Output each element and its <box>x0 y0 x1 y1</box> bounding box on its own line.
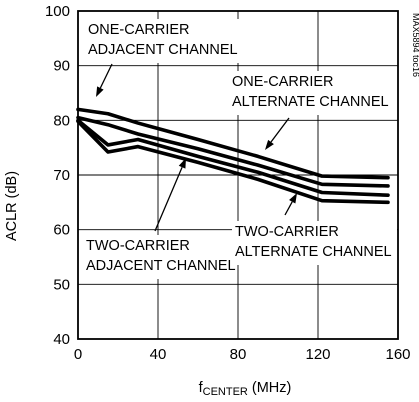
y-tick-label: 90 <box>53 58 70 75</box>
annotation-text: ONE-CARRIER <box>232 74 334 90</box>
annotation-arrow-head <box>178 158 186 169</box>
annotation-background <box>229 71 379 115</box>
y-tick-label: 50 <box>53 276 70 293</box>
annotation-text: ADJACENT CHANNEL <box>88 42 238 58</box>
series-group <box>76 107 390 205</box>
series-line-4 <box>76 119 390 205</box>
x-tick-label: 40 <box>150 346 167 363</box>
x-axis-title: fCENTER (MHz) <box>199 380 292 398</box>
series-annotation-3: TWO-CARRIER ADJACENT CHANNEL <box>83 158 236 279</box>
annotation-arrow-head <box>96 86 104 97</box>
annotations: ONE-CARRIER ADJACENT CHANNEL ONE-CARRIER AL… <box>83 19 397 279</box>
annotation-arrow-line <box>284 201 293 216</box>
y-tick-label: 40 <box>53 331 70 348</box>
x-tick-label: 120 <box>305 346 330 363</box>
y-tick-label: 60 <box>53 222 70 239</box>
series-line-2 <box>76 115 390 188</box>
series-annotation-1: ONE-CARRIER ADJACENT CHANNEL <box>85 19 243 97</box>
annotation-arrow-line <box>99 63 113 89</box>
annotation-arrow-line <box>270 117 290 143</box>
annotation-text: ALTERNATE CHANNEL <box>232 94 389 110</box>
annotation-text: ONE-CARRIER <box>88 22 190 38</box>
annotation-arrow-head <box>289 193 297 204</box>
annotation-background <box>232 221 397 265</box>
annotation-arrow-line <box>154 166 183 232</box>
x-axis-title-unit: (MHz) <box>248 380 292 396</box>
figure-id: MAX5894 toc16 <box>411 13 419 77</box>
plot-frame <box>77 10 399 340</box>
annotation-text: TWO-CARRIER <box>86 238 190 254</box>
series-annotation-2: ONE-CARRIER ALTERNATE CHANNEL <box>229 71 389 150</box>
annotation-background <box>83 235 235 279</box>
y-tick-label: 80 <box>53 112 70 129</box>
series-line-1 <box>76 107 390 180</box>
annotation-arrow-head <box>265 139 274 150</box>
annotation-text: ADJACENT CHANNEL <box>86 258 236 274</box>
y-axis-title: ACLR (dB) <box>4 171 20 241</box>
annotation-background <box>85 19 243 63</box>
x-axis-title-base: f <box>199 380 204 396</box>
y-tick-label: 70 <box>53 167 70 184</box>
x-axis-title-subscript: CENTER <box>203 386 248 398</box>
annotation-text: TWO-CARRIER <box>235 224 339 240</box>
x-tick-label: 160 <box>385 346 410 363</box>
x-tick-label: 0 <box>74 346 82 363</box>
series-annotation-4: TWO-CARRIER ALTERNATE CHANNEL <box>232 193 397 265</box>
x-tick-label: 80 <box>230 346 247 363</box>
y-tick-label: 100 <box>45 3 70 20</box>
series-line-3 <box>76 118 390 198</box>
annotation-text: ALTERNATE CHANNEL <box>235 244 392 260</box>
